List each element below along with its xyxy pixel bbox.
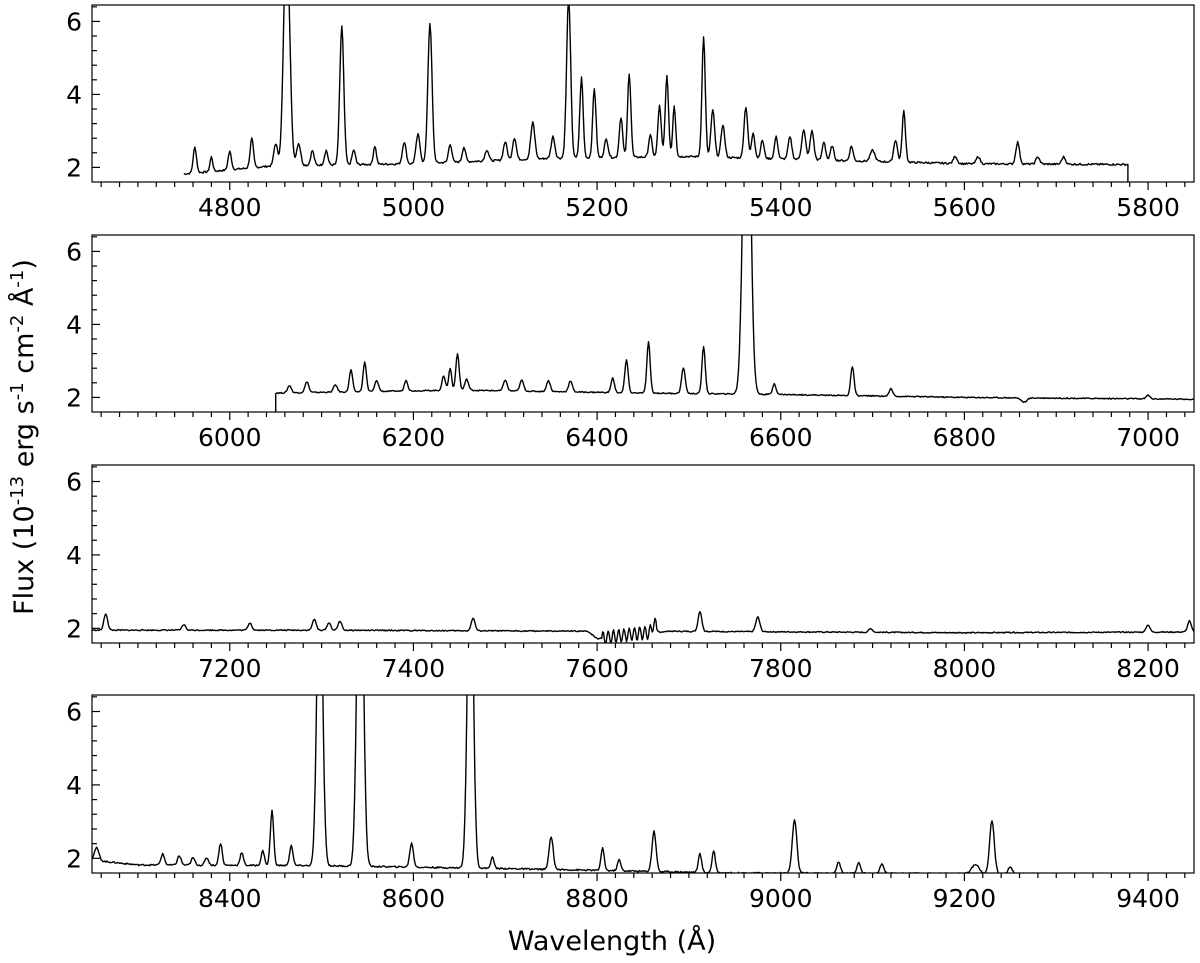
panel-4-x-tick-label: 8600	[382, 884, 446, 913]
y-label-prefix: Flux (10	[9, 505, 40, 615]
y-axis-label: Flux (10-13 erg s-1 cm-2 Å-1)	[7, 259, 41, 615]
y-label-mid3: Å	[8, 287, 40, 315]
panel-4: 8400 8600 8800 9000 9200 9400 2 4 6	[66, 694, 1195, 913]
panel-1-frame	[91, 4, 1195, 183]
panel-4-x-tick-label: 8800	[565, 884, 629, 913]
panel-4-x-tick-label: 9200	[933, 884, 997, 913]
panel-4-y-tick-label: 6	[66, 698, 82, 727]
panel-4-x-tick-label: 9000	[749, 884, 813, 913]
panel-2-spectrum-line	[275, 235, 1194, 412]
panel-2-x-tick-label: 6400	[565, 423, 629, 452]
panel-2-y-tick-label: 4	[66, 310, 82, 339]
panel-1-x-tick-label: 4800	[198, 193, 262, 222]
y-label-exp4: -1	[7, 270, 28, 288]
panel-4-x-tick-label: 8400	[198, 884, 262, 913]
panel-1-y-tick-label: 6	[66, 7, 82, 36]
panel-3-x-tick-label: 7600	[565, 654, 629, 683]
y-label-suffix: )	[9, 259, 40, 270]
panel-2-frame	[91, 234, 1195, 413]
panel-3-y-tick-label: 2	[66, 614, 82, 643]
y-label-exp2: -1	[7, 382, 28, 400]
panel-2-x-tick-label: 7000	[1116, 423, 1180, 452]
panel-3-spectrum-line	[92, 611, 1194, 643]
y-label-mid1: erg s	[9, 400, 40, 476]
panel-1: 4800 5000 5200 5400 5600 5800 2 4 6	[66, 4, 1195, 222]
y-label-exp1: -13	[7, 476, 28, 505]
panel-3-x-tick-label: 7200	[198, 654, 262, 683]
panel-3-frame	[91, 464, 1195, 644]
y-label-mid2: cm	[9, 333, 40, 383]
panel-3-y-tick-label: 6	[66, 468, 82, 497]
panel-3-x-tick-label: 8000	[933, 654, 997, 683]
panel-2-x-tick-label: 6000	[198, 423, 262, 452]
x-axis-label: Wavelength (Å)	[508, 925, 716, 957]
panel-3-x-tick-label: 7400	[382, 654, 446, 683]
panel-2-y-tick-label: 6	[66, 237, 82, 266]
panel-1-x-tick-label: 5600	[933, 193, 997, 222]
panel-1-y-tick-label: 4	[66, 80, 82, 109]
panel-3: 7200 7400 7600 7800 8000 8200 2 4 6	[66, 464, 1195, 683]
y-label-exp3: -2	[7, 315, 28, 333]
panel-3-x-tick-label: 7800	[749, 654, 813, 683]
panel-2-y-tick-label: 2	[66, 383, 82, 412]
panel-2-x-tick-label: 6600	[749, 423, 813, 452]
panel-1-x-tick-label: 5800	[1116, 193, 1180, 222]
panel-4-frame	[91, 694, 1195, 874]
panel-3-y-tick-label: 4	[66, 541, 82, 570]
panel-1-spectrum-line	[183, 5, 1129, 182]
panel-4-spectrum-line	[92, 695, 1037, 873]
panel-3-x-tick-label: 8200	[1116, 654, 1180, 683]
panel-4-y-tick-label: 2	[66, 844, 82, 873]
panel-4-x-tick-label: 9400	[1116, 884, 1180, 913]
panel-1-x-tick-label: 5400	[749, 193, 813, 222]
panel-1-x-tick-label: 5000	[382, 193, 446, 222]
panel-2-x-tick-label: 6200	[382, 423, 446, 452]
panel-1-y-tick-label: 2	[66, 153, 82, 182]
panel-4-y-tick-label: 4	[66, 771, 82, 800]
panel-2: 6000 6200 6400 6600 6800 7000 2 4 6	[66, 234, 1195, 452]
panel-1-x-tick-label: 5200	[565, 193, 629, 222]
panel-2-x-tick-label: 6800	[933, 423, 997, 452]
